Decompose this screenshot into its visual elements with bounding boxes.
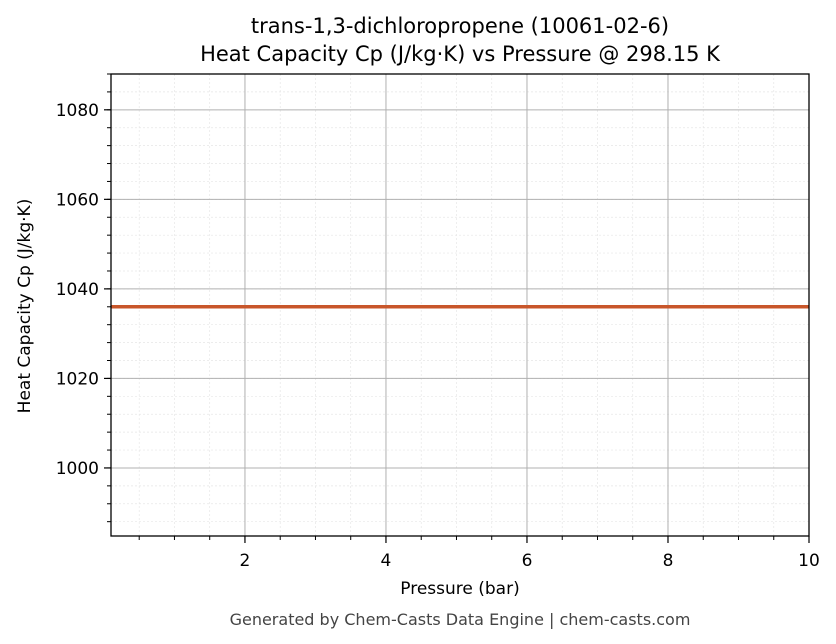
y-tick-label: 1080 — [56, 101, 99, 121]
minor-grid — [111, 73, 810, 536]
y-tick-label: 1060 — [56, 190, 99, 210]
axis-ticks — [104, 73, 810, 543]
major-grid — [111, 74, 810, 536]
y-axis-label: Heat Capacity Cp (J/kg·K) — [15, 199, 35, 414]
y-tick-label: 1000 — [56, 459, 99, 479]
plot-area-frame — [110, 73, 810, 537]
x-tick-label: 6 — [522, 551, 533, 571]
y-tick-label: 1020 — [56, 369, 99, 389]
footer-credit: Generated by Chem-Casts Data Engine | ch… — [230, 610, 691, 629]
x-tick-label: 8 — [663, 551, 674, 571]
x-tick-label: 2 — [240, 551, 251, 571]
chart-subtitle: Heat Capacity Cp (J/kg·K) vs Pressure @ … — [200, 42, 721, 66]
chart-title: trans-1,3-dichloropropene (10061-02-6) — [251, 14, 669, 38]
tick-labels: 2 4 6 8 10 1000 1020 1040 1060 1080 — [56, 101, 820, 571]
x-tick-label: 10 — [798, 551, 820, 571]
x-tick-label: 4 — [381, 551, 392, 571]
x-axis-label: Pressure (bar) — [400, 579, 519, 599]
y-tick-label: 1040 — [56, 280, 99, 300]
